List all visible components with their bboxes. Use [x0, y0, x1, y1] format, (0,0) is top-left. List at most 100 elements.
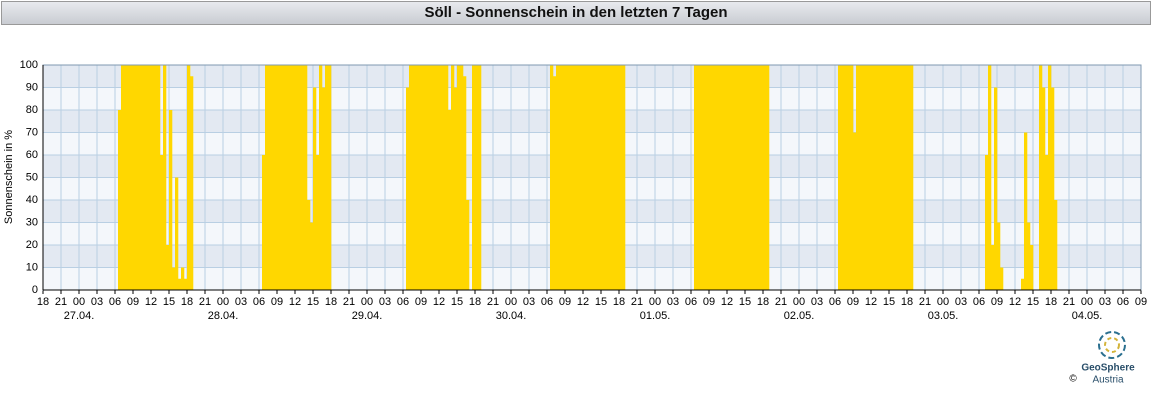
- bar: [298, 65, 302, 290]
- y-axis-label: Sonnenschein in %: [3, 130, 15, 224]
- date-label: 28.04.: [208, 310, 239, 322]
- x-tick-label: 15: [307, 296, 319, 308]
- bar: [130, 65, 134, 290]
- bar: [466, 200, 470, 290]
- x-tick-label: 09: [991, 296, 1003, 308]
- x-tick-label: 00: [793, 296, 805, 308]
- bar: [607, 65, 611, 290]
- bar: [718, 65, 722, 290]
- bar: [742, 65, 746, 290]
- bar: [583, 65, 587, 290]
- bar: [475, 65, 479, 290]
- bar: [622, 65, 626, 290]
- x-tick-label: 03: [1099, 296, 1111, 308]
- x-tick-label: 03: [523, 296, 535, 308]
- x-tick-label: 06: [253, 296, 265, 308]
- x-tick-label: 15: [595, 296, 607, 308]
- bar: [457, 65, 461, 290]
- bar: [127, 65, 131, 290]
- bar: [418, 65, 422, 290]
- x-tick-label: 15: [739, 296, 751, 308]
- bar: [148, 65, 152, 290]
- bar: [286, 65, 290, 290]
- bar: [595, 65, 599, 290]
- y-tick-label: 90: [26, 81, 38, 93]
- date-label: 04.05.: [1072, 310, 1103, 322]
- bar: [985, 155, 989, 290]
- x-tick-label: 15: [1027, 296, 1039, 308]
- bar: [859, 65, 863, 290]
- bar: [709, 65, 713, 290]
- bar: [328, 65, 332, 290]
- bar: [580, 65, 584, 290]
- x-tick-label: 15: [451, 296, 463, 308]
- bar: [892, 65, 896, 290]
- bar: [427, 65, 431, 290]
- bar: [133, 65, 137, 290]
- x-tick-label: 15: [883, 296, 895, 308]
- chart-title: Söll - Sonnenschein in den letzten 7 Tag…: [1, 1, 1151, 25]
- bar: [322, 87, 326, 290]
- logo-icon: [1098, 331, 1126, 359]
- x-tick-label: 09: [271, 296, 283, 308]
- bar: [907, 65, 911, 290]
- bar: [121, 65, 125, 290]
- bar: [307, 200, 311, 290]
- y-tick-label: 30: [26, 216, 38, 228]
- bar: [424, 65, 428, 290]
- x-tick-label: 18: [901, 296, 913, 308]
- bar: [745, 65, 749, 290]
- bar: [898, 65, 902, 290]
- bar: [613, 65, 617, 290]
- x-tick-label: 21: [199, 296, 211, 308]
- bar: [877, 65, 881, 290]
- bar: [739, 65, 743, 290]
- bar: [592, 65, 596, 290]
- x-tick-label: 12: [433, 296, 445, 308]
- bar: [190, 76, 194, 290]
- bar: [1054, 200, 1058, 290]
- bar: [730, 65, 734, 290]
- bar: [574, 65, 578, 290]
- bar: [442, 65, 446, 290]
- x-tick-label: 18: [757, 296, 769, 308]
- bar: [436, 65, 440, 290]
- x-tick-label: 03: [667, 296, 679, 308]
- bar: [901, 65, 905, 290]
- bar: [562, 65, 566, 290]
- bar: [751, 65, 755, 290]
- x-tick-label: 03: [811, 296, 823, 308]
- bar: [262, 155, 266, 290]
- bar: [556, 65, 560, 290]
- bar: [994, 87, 998, 290]
- bar: [454, 87, 458, 290]
- bar: [559, 65, 563, 290]
- date-label: 27.04.: [64, 310, 95, 322]
- bar: [142, 65, 146, 290]
- bar: [268, 65, 272, 290]
- bar: [763, 65, 767, 290]
- bar: [409, 65, 413, 290]
- x-tick-label: 09: [415, 296, 427, 308]
- x-tick-label: 03: [379, 296, 391, 308]
- bar: [406, 87, 410, 290]
- bar: [463, 76, 467, 290]
- bar: [871, 65, 875, 290]
- bar: [157, 65, 161, 290]
- bar: [844, 65, 848, 290]
- x-tick-label: 06: [829, 296, 841, 308]
- bar: [721, 65, 725, 290]
- date-label: 01.05.: [640, 310, 671, 322]
- bar: [139, 65, 143, 290]
- bar: [283, 65, 287, 290]
- bar: [319, 65, 323, 290]
- bar: [151, 65, 155, 290]
- bar: [766, 65, 770, 290]
- x-tick-label: 21: [343, 296, 355, 308]
- bar: [550, 65, 554, 290]
- x-tick-label: 00: [1081, 296, 1093, 308]
- x-tick-label: 09: [559, 296, 571, 308]
- y-tick-label: 10: [26, 261, 38, 273]
